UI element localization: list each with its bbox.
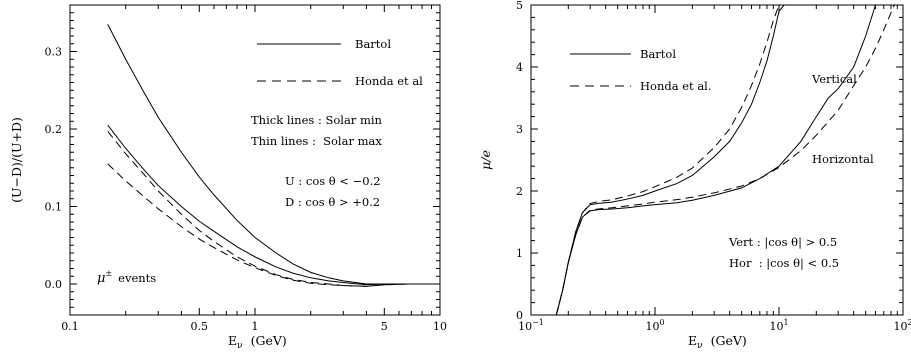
left-x-tick-label: 0.5 [191, 320, 209, 333]
right-y-tick-label: 2 [516, 185, 523, 198]
right-cut-horizontal: Hor : |cos θ| < 0.5 [729, 256, 839, 271]
right-legend-bartol: Bartol [640, 47, 676, 61]
right-label-vertical: Vertical [811, 72, 857, 86]
left-x-tick-label: 10 [433, 320, 447, 333]
right-x-tick-label: 102 [893, 318, 911, 333]
left-x-tick-label: 5 [381, 320, 388, 333]
left-series-0 [107, 24, 440, 285]
left-ticks: 0.1 0.5 1 5 10 0.0 0.1 0.2 0.3 [45, 5, 447, 333]
left-curves [107, 24, 440, 287]
right-series-3 [555, 4, 895, 316]
right-x-axis-title: Eν (GeV) [688, 333, 747, 351]
right-ticks: 10−1 100 101 102 0 1 2 3 4 5 [516, 0, 911, 333]
left-y-tick-label: 0.2 [45, 123, 63, 136]
left-y-tick-label: 0.3 [45, 46, 63, 59]
right-x-tick-label: 101 [769, 318, 788, 333]
right-x-tick-label: 10−1 [518, 318, 544, 333]
right-plot-frame [530, 4, 904, 316]
left-x-axis-title: Eν (GeV) [228, 333, 287, 351]
left-note-up: U : cos θ < −0.2 [285, 174, 381, 188]
left-x-tick-label: 0.1 [61, 320, 79, 333]
left-events-label: μ± events [97, 269, 156, 286]
right-y-tick-label: 5 [516, 0, 523, 12]
left-y-axis-title: (U−D)/(U+D) [9, 117, 24, 203]
left-legend-honda: Honda et al [355, 74, 423, 88]
left-note-thin: Thin lines : Solar max [251, 134, 382, 148]
right-series-1 [555, 4, 780, 316]
left-series-2 [107, 131, 440, 287]
left-series-1 [107, 124, 440, 286]
left-y-tick-label: 0.1 [45, 201, 63, 214]
left-note-down: D : cos θ > +0.2 [285, 195, 380, 209]
left-y-tick-label: 0.0 [45, 278, 63, 291]
right-y-axis-title: μ/e [478, 150, 493, 170]
left-legend-bartol: Bartol [355, 37, 391, 51]
left-series-3 [107, 163, 440, 287]
right-y-tick-label: 1 [516, 247, 523, 260]
left-note-thick: Thick lines : Solar min [251, 113, 383, 127]
right-legend-honda: Honda et al. [640, 79, 712, 93]
left-panel: 0.1 0.5 1 5 10 0.0 0.1 0.2 0.3 (U−D)/(U+D) Eν (Ge… [9, 4, 447, 351]
right-cut-vertical: Vert : |cos θ| > 0.5 [728, 235, 837, 250]
right-panel: 10−1 100 101 102 0 1 2 3 4 5 μ/e Eν (GeV) Bartol H… [478, 0, 911, 351]
right-label-horizontal: Horizontal [812, 152, 874, 166]
right-curves [555, 4, 895, 316]
right-y-tick-label: 0 [516, 309, 523, 322]
right-x-tick-label: 100 [645, 318, 664, 333]
left-plot-frame [69, 4, 441, 316]
left-x-tick-label: 1 [252, 320, 259, 333]
right-y-tick-label: 4 [516, 61, 523, 74]
right-y-tick-label: 3 [516, 123, 523, 136]
